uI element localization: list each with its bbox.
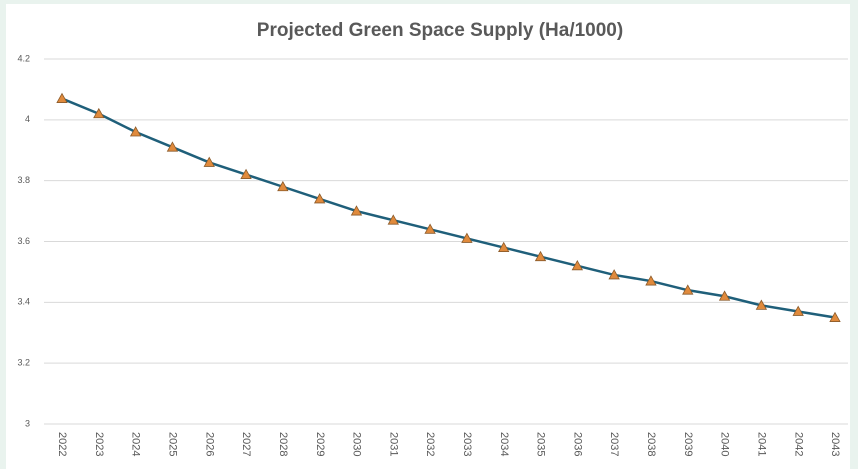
x-tick-label: 2042 bbox=[792, 432, 804, 456]
x-tick-label: 2032 bbox=[424, 432, 436, 456]
marker bbox=[240, 168, 252, 179]
x-tick-label: 2034 bbox=[498, 432, 510, 456]
marker bbox=[534, 250, 547, 262]
x-tick-label: 2036 bbox=[571, 432, 583, 456]
x-tick-label: 2025 bbox=[167, 432, 179, 456]
x-tick-label: 2026 bbox=[203, 432, 215, 456]
marker bbox=[166, 141, 179, 152]
x-tick-label: 2037 bbox=[608, 432, 620, 456]
x-tick-label: 2035 bbox=[535, 432, 547, 456]
chart-title: Projected Green Space Supply (Ha/1000) bbox=[257, 20, 623, 41]
y-tick-label: 4.2 bbox=[17, 53, 30, 63]
x-tick-label: 2030 bbox=[351, 432, 363, 456]
x-tick-label: 2022 bbox=[56, 432, 68, 456]
y-tick-label: 3 bbox=[25, 418, 30, 428]
x-tick-label: 2029 bbox=[314, 432, 326, 456]
line bbox=[61, 97, 836, 319]
x-tick-label: 2038 bbox=[645, 432, 657, 456]
marker bbox=[718, 290, 731, 301]
y-tick-label: 4 bbox=[25, 114, 30, 124]
x-tick-label: 2028 bbox=[277, 432, 289, 456]
marker bbox=[682, 284, 694, 295]
x-tick-label: 2024 bbox=[130, 432, 142, 456]
marker bbox=[203, 156, 215, 167]
y-tick-label: 3.8 bbox=[17, 175, 30, 185]
marker bbox=[350, 205, 363, 216]
marker bbox=[829, 311, 841, 322]
marker bbox=[424, 223, 436, 234]
marker bbox=[461, 232, 473, 243]
x-tick-label: 2040 bbox=[719, 432, 731, 456]
marker bbox=[93, 107, 105, 119]
chart-area bbox=[6, 4, 850, 469]
marker bbox=[387, 214, 399, 225]
y-tick-label: 3.4 bbox=[17, 297, 30, 307]
marker bbox=[571, 260, 584, 271]
marker bbox=[498, 241, 510, 252]
marker bbox=[313, 193, 326, 204]
marker bbox=[277, 180, 289, 192]
marker bbox=[608, 269, 620, 280]
x-tick-label: 2041 bbox=[755, 432, 767, 456]
x-tick-label: 2027 bbox=[240, 432, 252, 456]
x-tick-label: 2039 bbox=[682, 432, 694, 456]
x-tick-label: 2033 bbox=[461, 432, 473, 456]
x-tick-label: 2023 bbox=[93, 432, 105, 456]
x-tick-label: 2031 bbox=[387, 432, 399, 456]
marker bbox=[645, 275, 657, 286]
marker bbox=[129, 126, 142, 137]
y-tick-label: 3.2 bbox=[17, 358, 30, 368]
marker bbox=[792, 305, 804, 316]
x-tick-label: 2043 bbox=[829, 432, 841, 456]
marker bbox=[755, 299, 768, 310]
y-tick-label: 3.6 bbox=[17, 236, 30, 246]
marker bbox=[56, 92, 68, 103]
